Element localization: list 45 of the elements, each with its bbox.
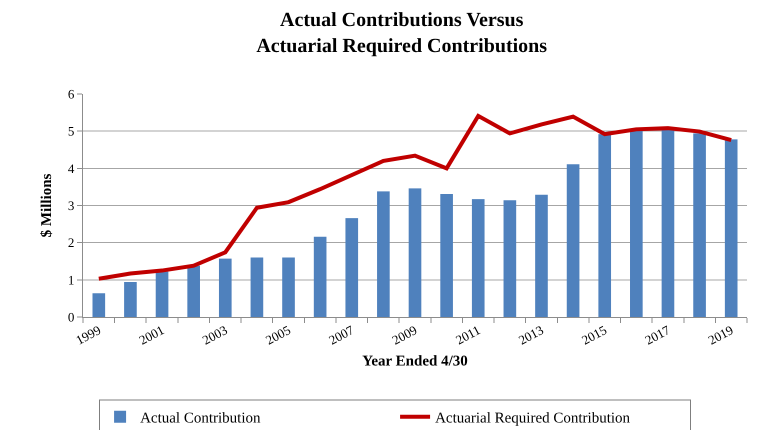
bar — [282, 258, 295, 317]
bar — [724, 139, 738, 317]
x-tick-label: 2013 — [516, 322, 546, 348]
y-tick-label: 3 — [68, 198, 74, 214]
bar — [314, 236, 326, 317]
legend-label: Actuarial Required Contribution — [435, 410, 631, 427]
bar — [598, 134, 612, 317]
y-tick-label: 5 — [68, 124, 74, 139]
bar — [187, 266, 200, 317]
x-tick-label: 2001 — [136, 322, 167, 348]
legend-label: Actual Contribution — [140, 410, 261, 427]
bar — [566, 164, 580, 317]
y-tick-label: 1 — [68, 272, 74, 288]
chart-title: Actual Contributions Versus Actuarial Required Contributions — [256, 8, 548, 57]
line-series — [96, 114, 734, 281]
x-tick-label: 1999 — [73, 322, 104, 348]
x-tick-label: 2009 — [389, 322, 420, 348]
bar — [630, 130, 643, 317]
x-tick-label: 2015 — [579, 322, 610, 348]
y-tick-label: 6 — [68, 86, 75, 102]
bar — [92, 293, 106, 317]
x-tick-label: 2011 — [453, 322, 483, 348]
bar — [156, 272, 168, 317]
bar — [408, 188, 422, 317]
bar — [440, 194, 453, 317]
x-tick-label: 2005 — [262, 322, 293, 348]
y-axis-title: $ Millions — [39, 173, 56, 238]
y-tick-label: 4 — [68, 160, 75, 176]
bar — [662, 128, 674, 317]
x-tick-label: 2003 — [200, 322, 230, 348]
x-tick-label: 2007 — [326, 322, 357, 348]
bar — [535, 194, 548, 317]
x-axis-title: Year Ended 4/30 — [362, 354, 468, 370]
x-tick-label: 2019 — [706, 322, 736, 348]
bar — [504, 200, 516, 317]
bar — [218, 258, 232, 317]
x-tick-label: 2017 — [642, 322, 673, 348]
bar — [345, 218, 358, 317]
y-tick-label: 0 — [68, 310, 74, 325]
y-tick-label: 2 — [68, 235, 74, 250]
bar — [693, 133, 706, 317]
bar — [472, 199, 485, 317]
bar — [377, 191, 390, 317]
bar — [250, 258, 264, 317]
bar — [124, 282, 137, 317]
